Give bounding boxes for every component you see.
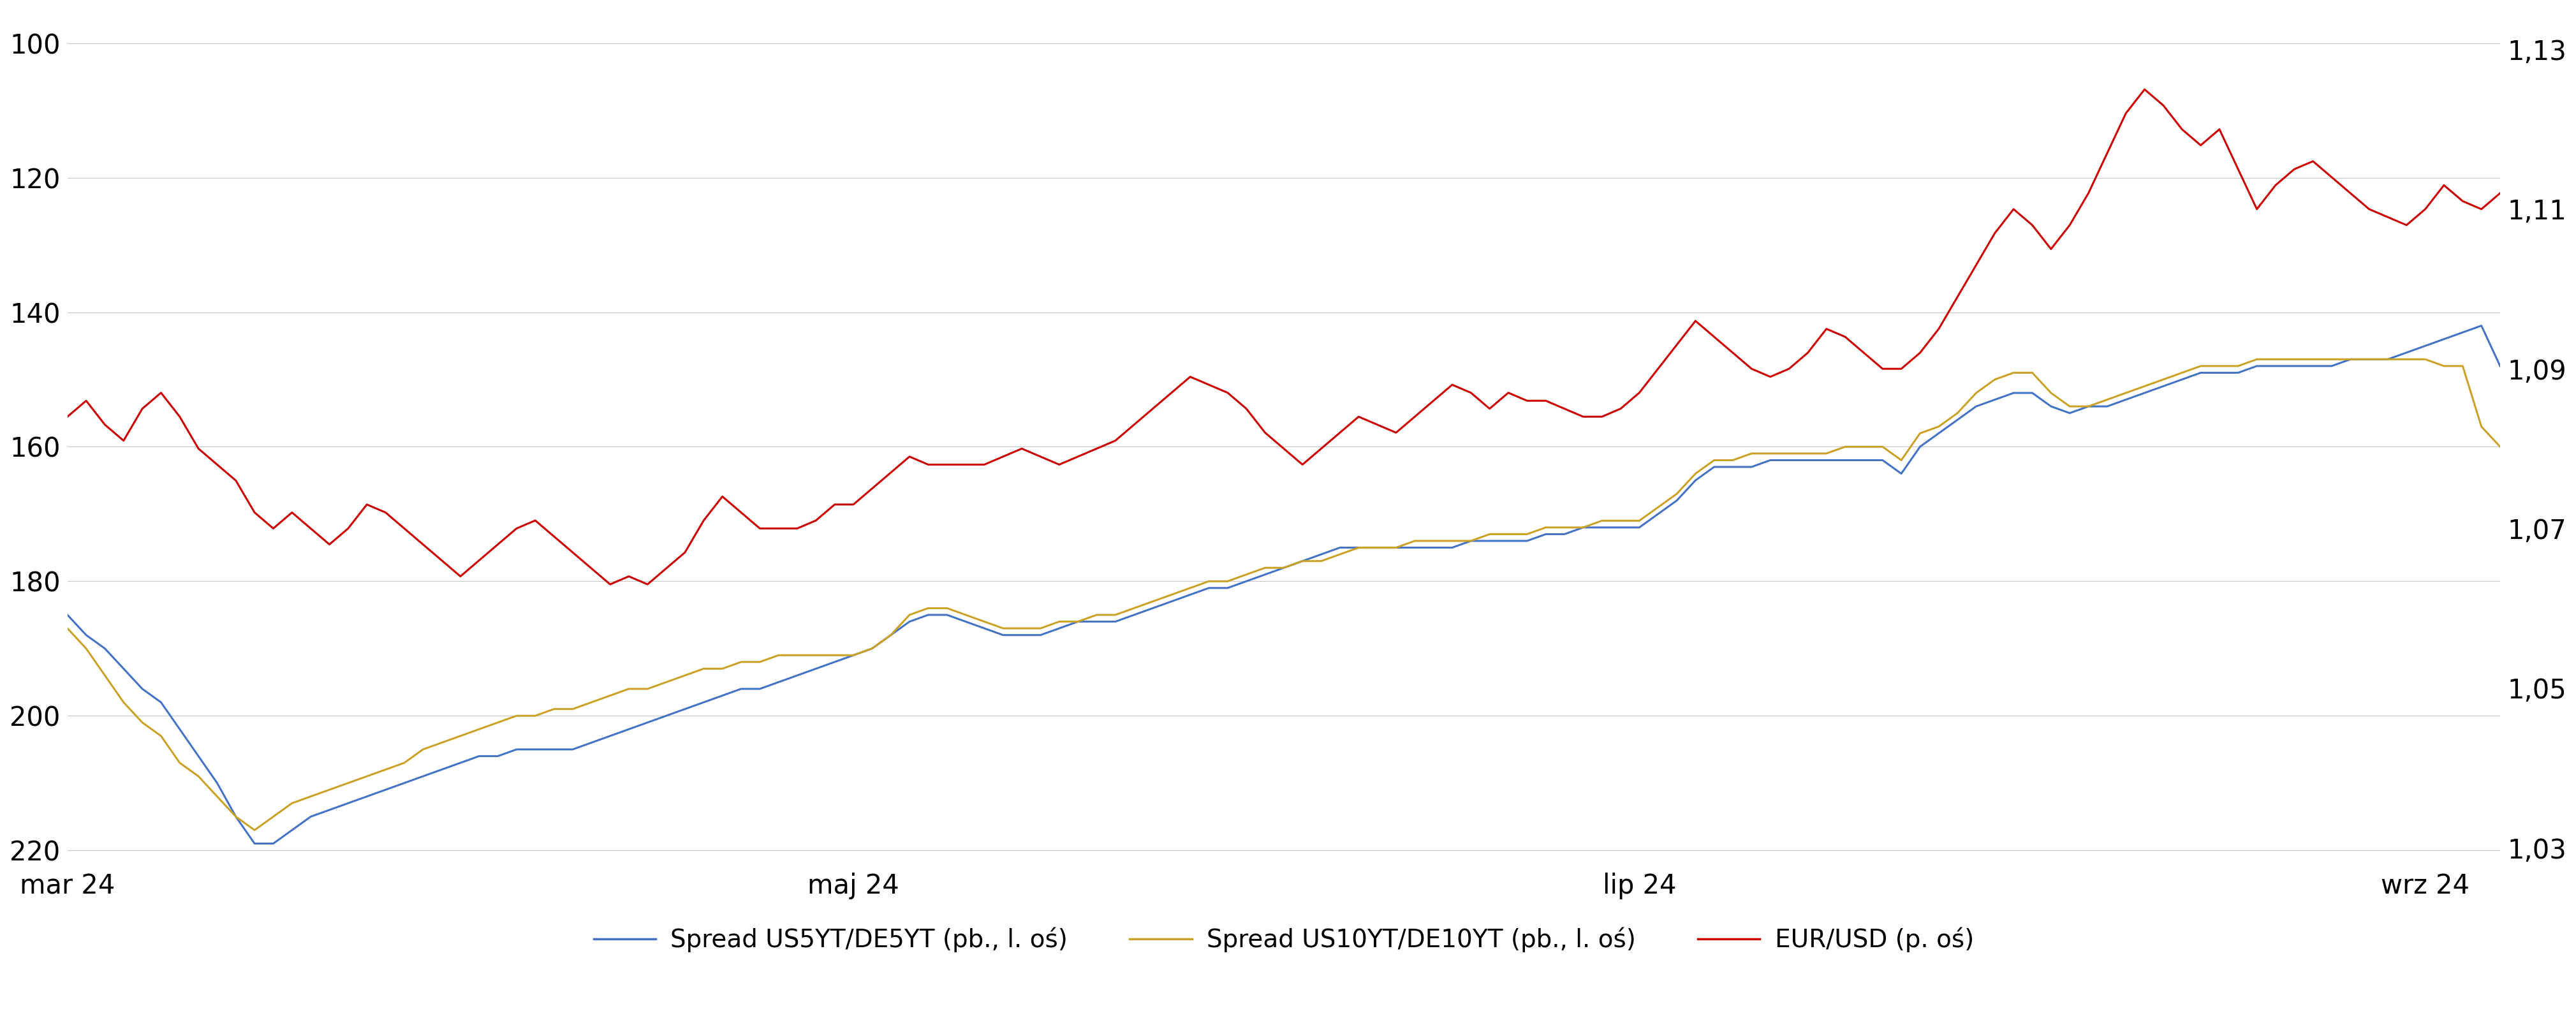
Legend: Spread US5YT/DE5YT (pb., l. oś), Spread US10YT/DE10YT (pb., l. oś), EUR/USD (p. : Spread US5YT/DE5YT (pb., l. oś), Spread …	[585, 917, 1984, 962]
